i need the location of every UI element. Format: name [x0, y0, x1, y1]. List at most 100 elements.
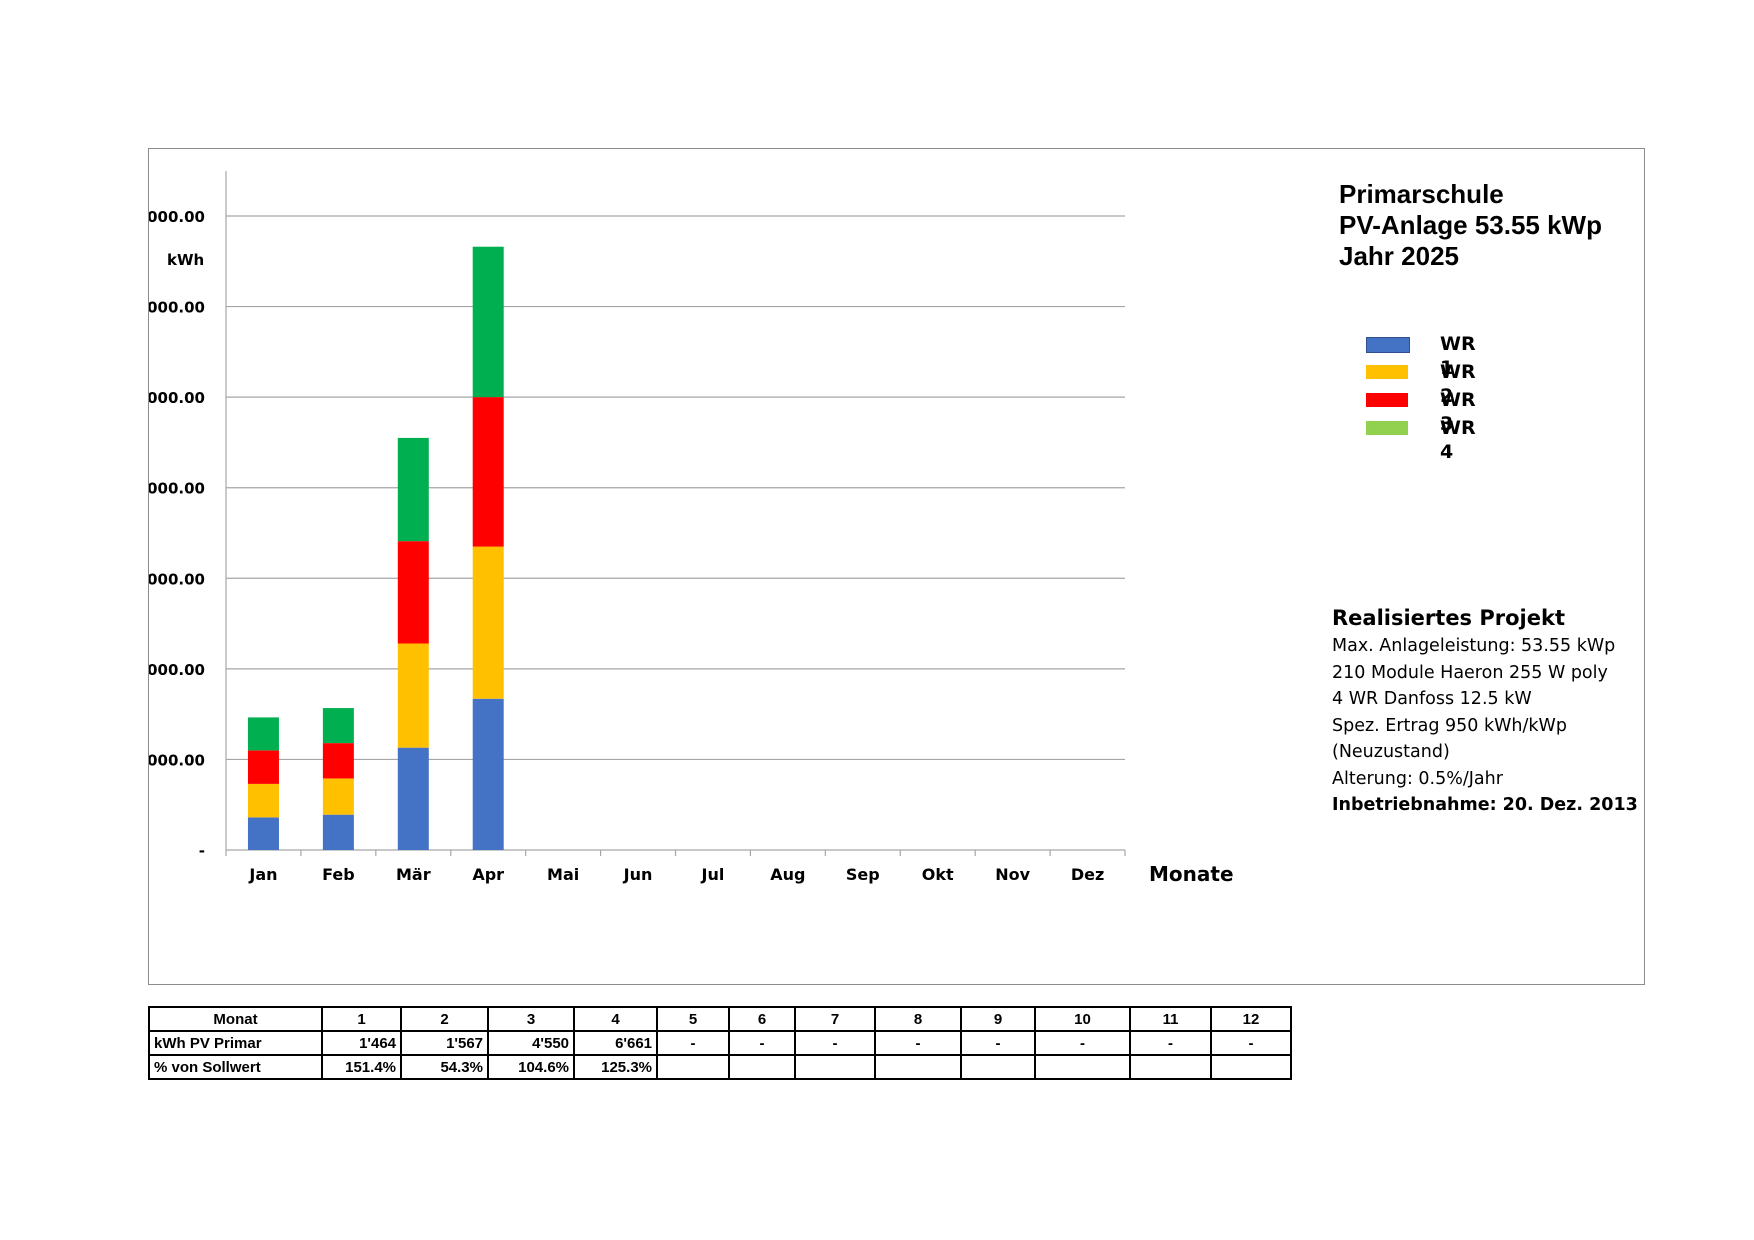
table-cell: 151.4% [321, 1054, 402, 1080]
table-cell: 5 [656, 1006, 730, 1032]
table-cell [656, 1054, 730, 1080]
project-line-modules: 210 Module Haeron 255 W poly [1332, 662, 1608, 683]
table-cell: 6'661 [573, 1030, 658, 1056]
bar-3 [322, 743, 354, 779]
x-tick-label: Aug [770, 865, 805, 884]
monthly-table: Monat 1 2 3 4 5 6 7 8 9 10 11 12 kWh PV Primar 1'464 1'… [148, 1006, 1292, 1080]
project-heading: Realisiertes Projekt [1332, 606, 1565, 630]
table-cell: 4'550 [487, 1030, 575, 1056]
project-line-yield: Spez. Ertrag 950 kWh/kWp [1332, 715, 1567, 736]
bar-2 [397, 643, 429, 748]
table-cell: - [874, 1030, 962, 1056]
table-cell: 9 [960, 1006, 1036, 1032]
legend-swatch-wr2 [1366, 365, 1408, 379]
table-body: Monat 1 2 3 4 5 6 7 8 9 10 11 12 kWh PV Primar 1'464 1'… [148, 1006, 1292, 1080]
y-axis-label: kWh [167, 251, 204, 269]
y-tick-label: 2'000.00 [149, 661, 205, 679]
bar-1 [397, 747, 429, 850]
table-cell: - [794, 1030, 876, 1056]
table-cell [874, 1054, 962, 1080]
y-tick-label: 1'000.00 [149, 751, 205, 769]
chart-frame: - 1'000.00 2'000.00 3'000.00 4'000.00 5'000.0… [148, 148, 1645, 985]
table-cell: 12 [1210, 1006, 1292, 1032]
project-line-power: Max. Anlageleistung: 53.55 kWp [1332, 636, 1616, 656]
y-tick-label: 5'000.00 [149, 389, 205, 407]
row-header: % von Sollwert [148, 1054, 323, 1080]
bar-2 [322, 778, 354, 815]
table-cell [960, 1054, 1036, 1080]
table-cell: 11 [1129, 1006, 1212, 1032]
bar-1 [247, 817, 279, 850]
row-header: Monat [148, 1006, 323, 1032]
table-row: Monat 1 2 3 4 5 6 7 8 9 10 11 12 [148, 1006, 1292, 1032]
table-cell [1210, 1054, 1292, 1080]
bar-4 [472, 246, 504, 398]
table-cell: 10 [1034, 1006, 1131, 1032]
legend-swatch-wr1 [1366, 337, 1410, 353]
x-tick-label: Mai [547, 865, 579, 884]
x-tick-label: Okt [922, 865, 954, 884]
legend-label-wr3: WR 3 [1440, 389, 1476, 435]
bar-3 [397, 541, 429, 644]
y-tick-label: 7'000.00 [149, 208, 205, 226]
table-cell [728, 1054, 796, 1080]
x-tick-label: Nov [995, 865, 1030, 884]
legend-label-wr1: WR 1 [1440, 333, 1476, 379]
bar-1 [472, 698, 504, 850]
project-line-inverters: 4 WR Danfoss 12.5 kW [1332, 689, 1532, 709]
table-cell: 8 [874, 1006, 962, 1032]
legend-swatch-wr3 [1366, 393, 1408, 407]
table-cell: - [1210, 1030, 1292, 1056]
table-cell: 1'567 [400, 1030, 489, 1056]
y-tick-label: 3'000.00 [149, 570, 205, 588]
bar-4 [247, 717, 279, 751]
x-tick-label: Mär [396, 865, 431, 884]
legend-swatch-wr4 [1366, 421, 1408, 435]
table-cell: 54.3% [400, 1054, 489, 1080]
table-cell: 6 [728, 1006, 796, 1032]
row-header: kWh PV Primar [148, 1030, 323, 1056]
table-cell: 3 [487, 1006, 575, 1032]
bar-4 [397, 437, 429, 542]
table-cell: - [656, 1030, 730, 1056]
legend-label-wr2: WR 2 [1440, 361, 1476, 407]
table-cell: 125.3% [573, 1054, 658, 1080]
chart-plot: - 1'000.00 2'000.00 3'000.00 4'000.00 5'000.0… [149, 171, 1234, 886]
x-tick-label: Apr [472, 865, 504, 884]
x-tick-label: Jun [623, 865, 653, 884]
y-tick-label: 4'000.00 [149, 480, 205, 498]
x-tick-label: Jan [248, 865, 277, 884]
table-cell: 1'464 [321, 1030, 402, 1056]
table-row: % von Sollwert 151.4% 54.3% 104.6% 125.3% [148, 1054, 1292, 1080]
table-cell: - [1034, 1030, 1131, 1056]
chart-title: Primarschule PV-Anlage 53.55 kWp Jahr 20… [1339, 179, 1602, 272]
title-line-3: Jahr 2025 [1339, 241, 1459, 271]
x-axis-label: Monate [1149, 862, 1234, 886]
table-cell: 1 [321, 1006, 402, 1032]
table-cell: - [1129, 1030, 1212, 1056]
y-tick-label: - [199, 842, 205, 860]
x-tick-label: Dez [1071, 865, 1104, 884]
project-line-condition: (Neuzustand) [1332, 742, 1450, 762]
table-cell: - [728, 1030, 796, 1056]
table-cell: - [960, 1030, 1036, 1056]
table-cell [1129, 1054, 1212, 1080]
table-cell [794, 1054, 876, 1080]
title-line-1: Primarschule [1339, 179, 1504, 209]
table-cell: 7 [794, 1006, 876, 1032]
table-cell [1034, 1054, 1131, 1080]
x-tick-label: Feb [322, 865, 355, 884]
x-tick-label: Sep [846, 865, 880, 884]
project-info: Realisiertes Projekt Max. Anlageleistung… [1332, 603, 1638, 819]
bar-3 [472, 397, 504, 547]
project-line-aging: Alterung: 0.5%/Jahr [1332, 768, 1503, 789]
bar-2 [472, 546, 504, 699]
x-tick-label: Jul [701, 865, 725, 884]
project-line-commissioning: Inbetriebnahme: 20. Dez. 2013 [1332, 795, 1638, 815]
legend-label-wr4: WR 4 [1440, 417, 1476, 463]
bar-4 [322, 708, 354, 744]
title-line-2: PV-Anlage 53.55 kWp [1339, 210, 1602, 240]
bar-3 [247, 750, 279, 784]
bar-2 [247, 783, 279, 818]
y-tick-label: 6'000.00 [149, 299, 205, 317]
